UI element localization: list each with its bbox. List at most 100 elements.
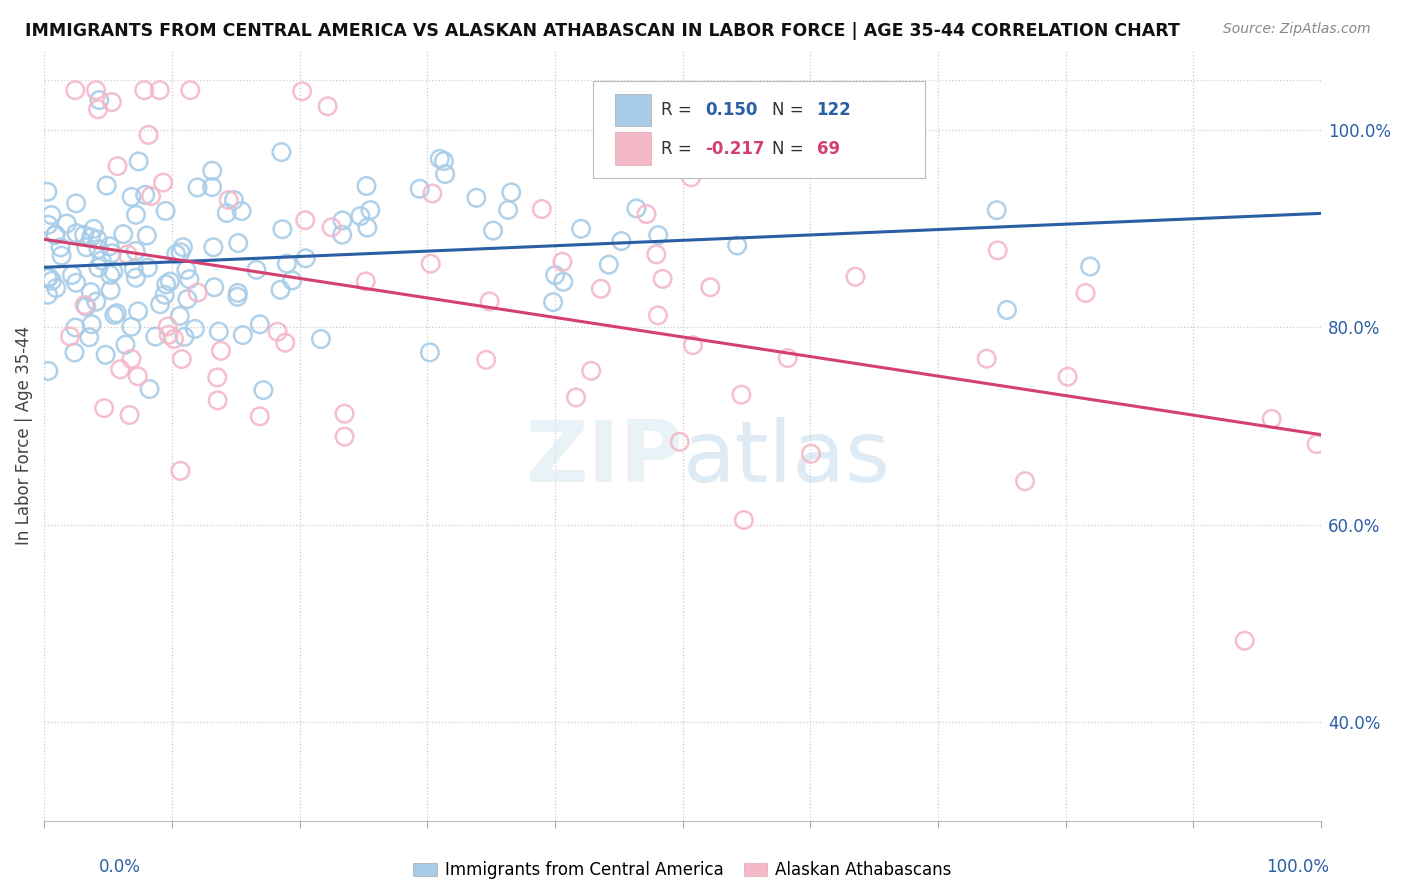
Text: IMMIGRANTS FROM CENTRAL AMERICA VS ALASKAN ATHABASCAN IN LABOR FORCE | AGE 35-44: IMMIGRANTS FROM CENTRAL AMERICA VS ALASK… — [25, 22, 1180, 40]
Point — [173, 330, 195, 344]
Point — [100, 283, 122, 297]
Point — [65, 276, 87, 290]
Point — [226, 285, 249, 300]
Point — [176, 262, 198, 277]
Point — [725, 238, 748, 252]
FancyBboxPatch shape — [614, 94, 651, 126]
Point — [79, 285, 101, 299]
Point — [179, 272, 201, 286]
Point — [733, 513, 755, 527]
Point — [172, 240, 194, 254]
Point — [986, 203, 1008, 218]
Point — [169, 464, 191, 478]
Point — [231, 204, 253, 219]
Point — [681, 170, 703, 185]
Point — [98, 239, 121, 253]
Point — [184, 322, 207, 336]
Point — [541, 295, 564, 310]
Point — [127, 369, 149, 384]
Point — [201, 163, 224, 178]
Point — [51, 249, 73, 263]
Point — [165, 247, 187, 261]
Point — [134, 187, 156, 202]
Point — [408, 182, 430, 196]
Point — [83, 222, 105, 236]
Point — [134, 83, 156, 97]
Point — [87, 242, 110, 256]
Point — [93, 401, 115, 416]
Point — [149, 83, 172, 97]
Point — [176, 292, 198, 306]
Point — [356, 179, 378, 194]
Point — [65, 320, 87, 334]
Point — [75, 240, 97, 254]
Text: -0.217: -0.217 — [706, 139, 765, 158]
Text: 0.150: 0.150 — [706, 101, 758, 119]
Point — [647, 309, 669, 323]
Point — [270, 145, 292, 160]
Point — [976, 351, 998, 366]
Point — [232, 328, 254, 343]
Point — [156, 319, 179, 334]
Point — [294, 213, 316, 227]
Point — [117, 247, 139, 261]
Point — [163, 332, 186, 346]
Point — [1078, 260, 1101, 274]
Point — [124, 244, 146, 258]
Point — [475, 352, 498, 367]
Point — [478, 294, 501, 309]
Point — [544, 268, 567, 282]
Point — [86, 233, 108, 247]
Text: atlas: atlas — [682, 417, 890, 500]
Point — [1074, 286, 1097, 301]
Point — [87, 103, 110, 117]
Point — [501, 186, 523, 200]
Point — [553, 275, 575, 289]
Point — [610, 234, 633, 248]
Point — [333, 429, 356, 443]
Text: 69: 69 — [817, 139, 839, 158]
Point — [252, 383, 274, 397]
Point — [419, 345, 441, 359]
Point — [316, 99, 339, 113]
Point — [37, 270, 59, 285]
Point — [332, 213, 354, 227]
Point — [465, 191, 488, 205]
Point — [359, 203, 381, 218]
Point — [1233, 633, 1256, 648]
Point — [995, 302, 1018, 317]
Point — [420, 186, 443, 201]
Point — [44, 228, 66, 243]
Point — [152, 176, 174, 190]
Text: ZIP: ZIP — [524, 417, 682, 500]
Point — [105, 306, 128, 320]
Point — [647, 228, 669, 243]
Point — [249, 318, 271, 332]
Point — [63, 83, 86, 97]
Point — [149, 297, 172, 311]
Point — [155, 204, 177, 219]
Point — [249, 409, 271, 424]
Point — [1056, 369, 1078, 384]
Point — [122, 262, 145, 277]
Point — [96, 178, 118, 193]
Point — [266, 325, 288, 339]
Point — [59, 329, 82, 343]
Legend: Immigrants from Central America, Alaskan Athabascans: Immigrants from Central America, Alaskan… — [406, 855, 959, 886]
Point — [800, 447, 823, 461]
Point — [103, 264, 125, 278]
Point — [138, 382, 160, 396]
Point — [37, 185, 59, 199]
Text: 122: 122 — [817, 101, 852, 119]
Point — [153, 287, 176, 301]
Point — [37, 218, 59, 232]
Point — [110, 362, 132, 376]
Point — [565, 391, 588, 405]
Point — [208, 325, 231, 339]
Point — [77, 330, 100, 344]
Point — [87, 260, 110, 275]
Point — [226, 290, 249, 304]
Point — [589, 282, 612, 296]
Point — [128, 154, 150, 169]
Point — [636, 207, 658, 221]
